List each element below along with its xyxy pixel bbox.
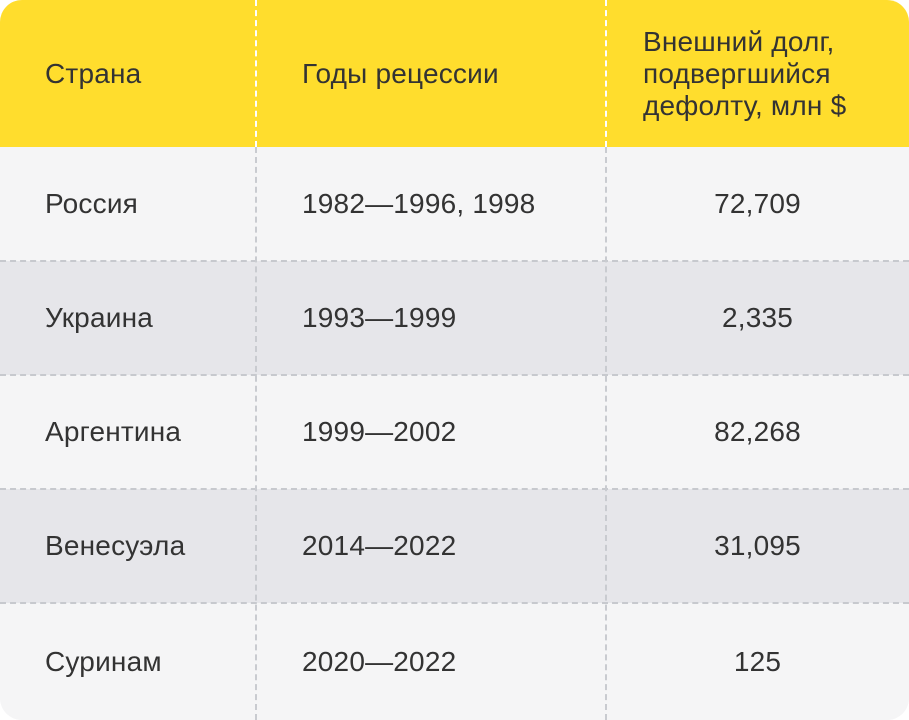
cell-country: Украина	[45, 302, 153, 333]
column-divider	[605, 147, 607, 720]
cell-recession-years: 1993—1999	[302, 302, 457, 333]
cell-country: Суринам	[45, 645, 162, 677]
table-row: Венесуэла 2014—2022 31,095	[0, 489, 909, 603]
table-row: Россия 1982—1996, 1998 72,709	[0, 147, 909, 261]
row-divider	[0, 488, 909, 490]
cell-defaulted-debt: 2,335	[721, 302, 794, 333]
cell-country: Аргентина	[45, 416, 182, 447]
column-divider	[605, 0, 607, 147]
cell-defaulted-debt: 72,709	[714, 188, 801, 219]
cell-recession-years: 2014—2022	[302, 530, 457, 561]
header-defaulted-debt: Внешний долг, подвергшийся дефолту, млн …	[643, 25, 847, 121]
table-header-row: Страна Годы рецессии Внешний долг, подве…	[0, 0, 909, 147]
table-row: Аргентина 1999—2002 82,268	[0, 375, 909, 489]
row-divider	[0, 374, 909, 376]
cell-defaulted-debt: 31,095	[714, 530, 801, 561]
cell-defaulted-debt: 125	[733, 645, 782, 677]
table-row: Украина 1993—1999 2,335	[0, 261, 909, 375]
header-country: Страна	[45, 57, 142, 89]
cell-country: Россия	[45, 188, 139, 219]
cell-defaulted-debt: 82,268	[714, 416, 801, 447]
cell-recession-years: 1999—2002	[302, 416, 457, 447]
column-divider	[255, 0, 257, 147]
column-divider	[255, 147, 257, 720]
row-divider	[0, 602, 909, 604]
cell-recession-years: 1982—1996, 1998	[302, 188, 536, 219]
cell-recession-years: 2020—2022	[302, 645, 457, 677]
header-recession-years: Годы рецессии	[302, 57, 499, 89]
table-row: Суринам 2020—2022 125	[0, 603, 909, 720]
cell-country: Венесуэла	[45, 530, 186, 561]
row-divider	[0, 260, 909, 262]
